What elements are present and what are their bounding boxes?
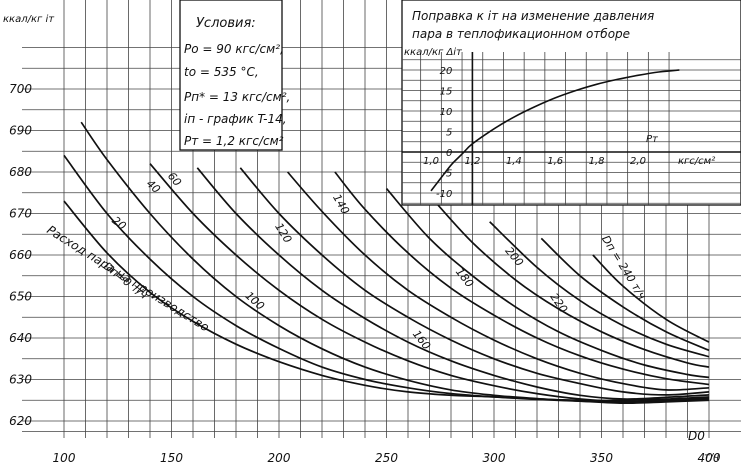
main-ticks: 100 150 200 250 300 350 4006206306406506606706… [9, 82, 721, 465]
series-line-12 [592, 254, 710, 343]
x-tick-label: 350 [590, 451, 613, 465]
series-line-11 [540, 237, 710, 352]
inset-x-axis-label: Pт [646, 134, 659, 145]
inset-x-unit: кгс/см² [678, 156, 715, 167]
inset-x-tick-label: 1,4 [506, 156, 522, 167]
series-label: 200 [502, 244, 525, 268]
inset-grid [402, 52, 741, 205]
series-line-10 [489, 221, 710, 358]
conditions-box: Условия: Pо = 90 кгс/см², tо = 535 °C, P… [179, 0, 290, 151]
inset-title-line-1: Поправка к iт на изменение давления [412, 9, 654, 23]
main-curves [63, 121, 710, 405]
inset-ticks: 1,0 1,2 1,4 1,6 1,8 2,0 20 15 10 5 0 -5 -10 кгс/см² [423, 66, 715, 200]
conditions-line-1: tо = 535 °C, [184, 65, 259, 79]
y-tick-label: 700 [9, 82, 32, 96]
series-line-5 [239, 167, 710, 396]
inset-y-tick-label: 20 [440, 66, 453, 77]
series-line-9 [437, 204, 710, 368]
series-label: 220 [547, 291, 570, 316]
y-tick-label: 670 [9, 207, 32, 221]
y-tick-label: 640 [9, 331, 32, 345]
inset-x-tick-label: 1,6 [547, 156, 563, 167]
inset-y-tick-label: -10 [436, 189, 452, 200]
inset-x-tick-label: 1,8 [589, 156, 605, 167]
y-tick-label: 650 [9, 290, 32, 304]
series-label: Dп = 240 т/ч [599, 233, 649, 302]
conditions-title: Условия: [196, 16, 256, 31]
inset-x-tick-label: 1,2 [464, 156, 480, 167]
inset-y-tick-label: 5 [446, 128, 452, 139]
conditions-line-0: Pо = 90 кгс/см², [184, 42, 284, 56]
series-line-8 [385, 188, 710, 379]
inset-y-tick-label: 0 [446, 148, 452, 159]
y-tick-label: 630 [9, 373, 32, 387]
x-axis-label: D0 [688, 429, 705, 443]
series-label: 40 [144, 177, 163, 196]
conditions-line-4: Pт = 1,2 кгс/см² [184, 134, 284, 148]
series-label: 20 [109, 214, 128, 233]
conditions-line-3: iп - график T-14, [184, 112, 287, 126]
series-label: 140 [330, 192, 352, 217]
series-line-2 [80, 121, 710, 405]
y-axis-label: ккал/кг iт [3, 14, 55, 25]
y-tick-label: 680 [9, 165, 32, 179]
series-line-3 [149, 163, 710, 403]
x-tick-label: 150 [160, 451, 183, 465]
inset-x-tick-label: 2,0 [630, 156, 646, 167]
x-tick-label: 400 [698, 451, 721, 465]
inset-panel: 1,0 1,2 1,4 1,6 1,8 2,0 20 15 10 5 0 -5 -10 кгс/см² П… [401, 0, 741, 206]
x-tick-label: 100 [53, 451, 76, 465]
series-label: 100 [243, 289, 267, 313]
conditions-line-2: Pп* = 13 кгс/см², [184, 90, 290, 104]
series-line-4 [196, 167, 710, 400]
inset-y-tick-label: -5 [442, 169, 452, 180]
inset-series-line [430, 69, 680, 192]
x-axis-unit: т/ч [704, 452, 719, 463]
y-tick-label: 620 [9, 414, 32, 428]
inset-y-tick-label: 10 [440, 107, 453, 118]
series-line-7 [334, 171, 710, 386]
x-tick-label: 300 [483, 451, 506, 465]
x-tick-label: 200 [268, 451, 291, 465]
x-tick-label: 250 [375, 451, 398, 465]
inset-y-tick-label: 15 [440, 87, 453, 98]
inset-curve [430, 69, 680, 192]
inset-y-axis-label: ккал/кг Δiт [404, 47, 463, 58]
y-tick-label: 690 [9, 124, 32, 138]
inset-x-tick-label: 1,0 [423, 156, 439, 167]
inset-title-line-2: пара в теплофикационном отборе [412, 27, 630, 41]
series-line-6 [286, 171, 710, 391]
series-label: 120 [272, 221, 294, 246]
y-tick-label: 660 [9, 248, 32, 262]
